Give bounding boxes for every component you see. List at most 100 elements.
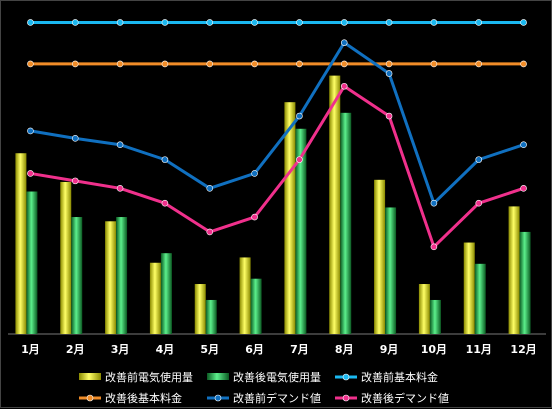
bar-after-4 — [160, 253, 172, 334]
x-tick-label: 5月 — [200, 343, 219, 356]
line-point-3-12 — [520, 141, 527, 149]
bar-after-9 — [385, 207, 397, 334]
x-tick-label: 1月 — [21, 343, 40, 356]
bar-after-1 — [26, 191, 38, 334]
line-point-2-11 — [475, 60, 483, 68]
bar-before-4 — [149, 262, 161, 334]
line-point-3-8 — [340, 39, 348, 46]
legend-marker-6 — [342, 394, 350, 402]
line-point-2-12 — [520, 60, 527, 68]
line-point-3-10 — [430, 199, 438, 207]
legend-swatch-1 — [79, 373, 101, 380]
line-point-1-8 — [340, 19, 348, 26]
x-tick-label: 2月 — [66, 343, 85, 356]
line-point-4-1 — [27, 170, 34, 177]
x-tick-label: 4月 — [156, 343, 175, 356]
bar-before-5 — [194, 284, 206, 334]
x-tick-label: 9月 — [380, 343, 399, 356]
legend-swatch-2 — [207, 373, 229, 380]
legend-marker-4 — [86, 394, 94, 402]
line-point-4-8 — [340, 82, 348, 90]
bar-after-5 — [205, 299, 217, 334]
legend-marker-3 — [342, 373, 350, 381]
line-point-2-2 — [71, 60, 79, 68]
legend-label-1: 改善前電気使用量 — [105, 370, 193, 384]
x-tick-label: 11月 — [466, 343, 492, 356]
line-point-1-9 — [385, 19, 393, 26]
legend-label-4: 改善後基本料金 — [105, 391, 182, 405]
line-point-1-1 — [27, 19, 34, 26]
line-series-4 — [30, 84, 525, 249]
legend-label-5: 改善前デマンド値 — [233, 391, 321, 405]
bar-after-2 — [71, 217, 83, 334]
line-point-4-10 — [430, 243, 438, 251]
line-point-1-2 — [71, 19, 79, 26]
line-point-4-12 — [520, 185, 527, 192]
line-point-4-7 — [296, 156, 303, 163]
line-point-1-6 — [251, 19, 258, 26]
bar-before-8 — [329, 75, 341, 335]
x-tick-label: 7月 — [290, 343, 309, 356]
line-point-3-4 — [161, 156, 169, 163]
line-series-3 — [30, 41, 525, 205]
x-tick-label: 6月 — [245, 343, 264, 356]
line-point-1-3 — [116, 19, 124, 26]
bar-before-9 — [374, 179, 386, 334]
line-point-1-12 — [520, 19, 527, 26]
line-point-3-11 — [475, 156, 483, 163]
x-tick-label: 12月 — [510, 343, 536, 356]
line-point-4-11 — [475, 199, 483, 207]
line-point-1-11 — [475, 19, 483, 26]
bar-after-6 — [250, 278, 262, 334]
bar-before-6 — [239, 257, 251, 334]
line-point-2-5 — [206, 60, 214, 68]
line-point-3-6 — [251, 170, 258, 177]
line-point-4-6 — [251, 213, 258, 221]
bar-after-12 — [519, 231, 531, 334]
line-point-2-8 — [340, 60, 348, 68]
line-point-4-5 — [206, 228, 214, 236]
x-tick-label: 10月 — [421, 343, 447, 356]
bar-before-7 — [284, 102, 296, 335]
line-point-1-5 — [206, 19, 214, 26]
line-point-3-5 — [206, 185, 214, 192]
bar-before-2 — [60, 181, 72, 334]
bar-after-11 — [474, 263, 486, 334]
line-point-4-4 — [161, 199, 169, 207]
bar-after-10 — [429, 299, 441, 334]
line-point-3-9 — [385, 70, 393, 77]
line-point-2-1 — [27, 60, 34, 68]
line-point-2-10 — [430, 60, 438, 68]
legend-label-3: 改善前基本料金 — [361, 370, 438, 384]
line-point-3-3 — [116, 141, 124, 149]
bar-after-7 — [295, 128, 307, 334]
bar-before-12 — [508, 206, 520, 334]
line-point-1-7 — [296, 19, 303, 26]
legend-marker-5 — [214, 394, 222, 402]
x-tick-label: 3月 — [111, 343, 130, 356]
bar-before-11 — [463, 242, 475, 334]
line-point-3-7 — [296, 112, 303, 120]
bar-after-8 — [340, 112, 352, 335]
line-point-2-7 — [296, 60, 303, 68]
bar-before-1 — [15, 153, 27, 334]
line-point-2-4 — [161, 60, 169, 68]
bar-before-3 — [105, 221, 117, 334]
line-point-4-3 — [116, 185, 124, 192]
line-point-3-2 — [71, 135, 79, 142]
line-point-2-9 — [385, 60, 393, 68]
line-point-2-6 — [251, 60, 258, 68]
x-tick-label: 8月 — [335, 343, 354, 356]
line-point-2-3 — [116, 60, 124, 68]
line-point-4-9 — [385, 112, 393, 120]
legend-label-6: 改善後デマンド値 — [361, 391, 449, 405]
bar-before-10 — [418, 284, 430, 334]
line-point-1-4 — [161, 19, 169, 26]
line-point-3-1 — [27, 127, 34, 135]
line-point-1-10 — [430, 19, 438, 26]
bar-after-3 — [116, 217, 128, 334]
line-point-4-2 — [71, 177, 79, 185]
legend-label-2: 改善後電気使用量 — [233, 370, 321, 384]
